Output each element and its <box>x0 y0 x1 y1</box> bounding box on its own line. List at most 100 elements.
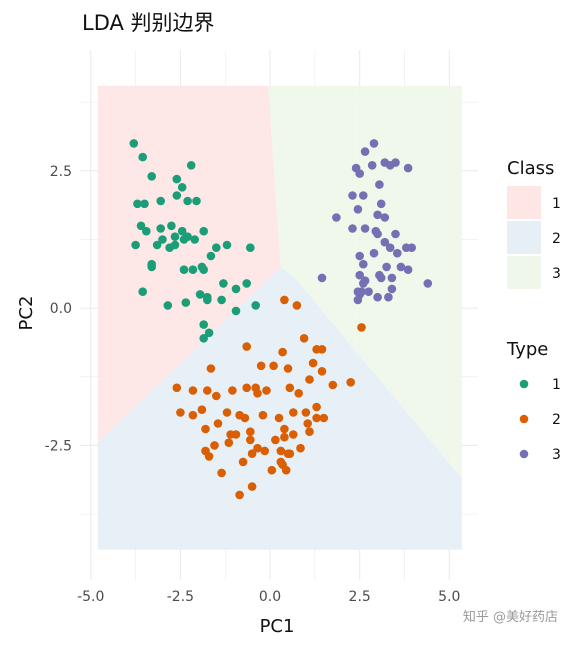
point-type-3 <box>364 287 373 297</box>
x-tick-label: -2.5 <box>167 589 194 605</box>
point-type-3 <box>402 243 411 252</box>
point-type-1 <box>212 243 221 252</box>
point-type-2 <box>222 408 232 417</box>
point-type-3 <box>369 248 379 258</box>
point-type-1 <box>140 199 149 209</box>
point-type-3 <box>355 169 365 178</box>
x-tick-label: 2.5 <box>349 589 371 605</box>
point-type-2 <box>276 457 286 467</box>
point-type-2 <box>247 449 257 459</box>
point-type-2 <box>213 419 223 428</box>
point-type-3 <box>360 224 370 233</box>
point-type-2 <box>253 443 262 453</box>
point-type-1 <box>172 174 182 184</box>
point-type-1 <box>138 152 147 162</box>
point-type-3 <box>373 292 382 302</box>
point-type-2 <box>204 452 214 461</box>
point-type-2 <box>294 389 304 398</box>
point-type-3 <box>387 273 397 283</box>
point-type-1 <box>242 279 251 288</box>
point-type-3 <box>359 259 368 269</box>
region-class-1 <box>97 85 281 443</box>
point-type-3 <box>360 276 370 286</box>
point-type-1 <box>147 262 156 272</box>
point-type-3 <box>385 161 395 170</box>
point-type-3 <box>373 210 382 220</box>
point-type-2 <box>280 432 289 442</box>
point-type-2 <box>176 408 185 417</box>
point-type-1 <box>179 265 189 275</box>
point-type-3 <box>353 295 363 305</box>
point-type-2 <box>253 389 262 398</box>
point-type-2 <box>305 375 314 384</box>
point-type-1 <box>170 240 180 250</box>
point-type-3 <box>403 163 413 173</box>
point-type-3 <box>375 180 384 189</box>
point-type-2 <box>197 405 207 415</box>
point-type-3 <box>353 205 363 214</box>
point-type-3 <box>376 199 386 209</box>
point-type-1 <box>183 232 192 241</box>
point-type-1 <box>163 301 173 310</box>
point-type-1 <box>138 287 147 297</box>
type-legend-label: 3 <box>552 447 561 463</box>
point-type-3 <box>371 226 381 236</box>
chart-title: LDA 判别边界 <box>82 11 215 35</box>
type-legend-label: 2 <box>552 412 561 428</box>
point-type-1 <box>199 226 208 236</box>
point-type-3 <box>369 139 379 148</box>
point-type-1 <box>186 161 196 170</box>
point-type-2 <box>206 364 216 373</box>
point-type-2 <box>280 295 289 305</box>
point-type-2 <box>210 441 219 450</box>
point-type-1 <box>147 172 156 181</box>
point-type-1 <box>199 320 208 329</box>
class-regions <box>97 85 462 550</box>
point-type-1 <box>231 284 241 294</box>
point-type-2 <box>226 430 235 439</box>
point-type-1 <box>203 292 212 302</box>
point-type-2 <box>276 446 286 456</box>
point-type-2 <box>281 465 291 475</box>
watermark: 知乎 @美好药店 <box>462 610 558 625</box>
point-type-3 <box>355 251 365 261</box>
point-type-2 <box>319 413 329 423</box>
point-type-2 <box>217 468 226 478</box>
point-type-2 <box>312 402 321 412</box>
data-points <box>129 139 433 500</box>
point-type-2 <box>172 383 182 393</box>
point-type-3 <box>359 191 368 200</box>
point-type-2 <box>203 386 212 395</box>
point-type-1 <box>204 328 214 338</box>
point-type-2 <box>240 413 250 423</box>
point-type-1 <box>222 240 232 250</box>
point-type-2 <box>308 358 318 368</box>
type-legend-key-2 <box>519 414 529 424</box>
point-type-2 <box>256 361 266 371</box>
point-type-2 <box>235 490 244 500</box>
type-legend: 1 2 3 <box>519 377 561 463</box>
point-type-2 <box>285 383 295 393</box>
class-legend-title: Class <box>507 158 554 179</box>
y-axis-title: PC2 <box>16 296 37 331</box>
point-type-2 <box>238 457 248 467</box>
point-type-2 <box>269 361 278 371</box>
y-tick-label: 2.5 <box>50 164 72 180</box>
point-type-1 <box>195 290 205 299</box>
point-type-2 <box>278 347 287 357</box>
point-type-1 <box>142 226 151 236</box>
point-type-2 <box>317 345 327 354</box>
point-type-3 <box>391 229 400 239</box>
point-type-2 <box>312 413 321 423</box>
point-type-2 <box>267 465 277 475</box>
point-type-3 <box>423 279 433 288</box>
class-legend-key-3 <box>507 256 541 289</box>
point-type-2 <box>357 323 366 332</box>
point-type-1 <box>217 295 226 305</box>
point-type-1 <box>183 196 192 206</box>
point-type-3 <box>382 262 391 272</box>
point-type-2 <box>280 424 289 434</box>
point-type-1 <box>188 265 198 275</box>
point-type-3 <box>355 270 365 280</box>
